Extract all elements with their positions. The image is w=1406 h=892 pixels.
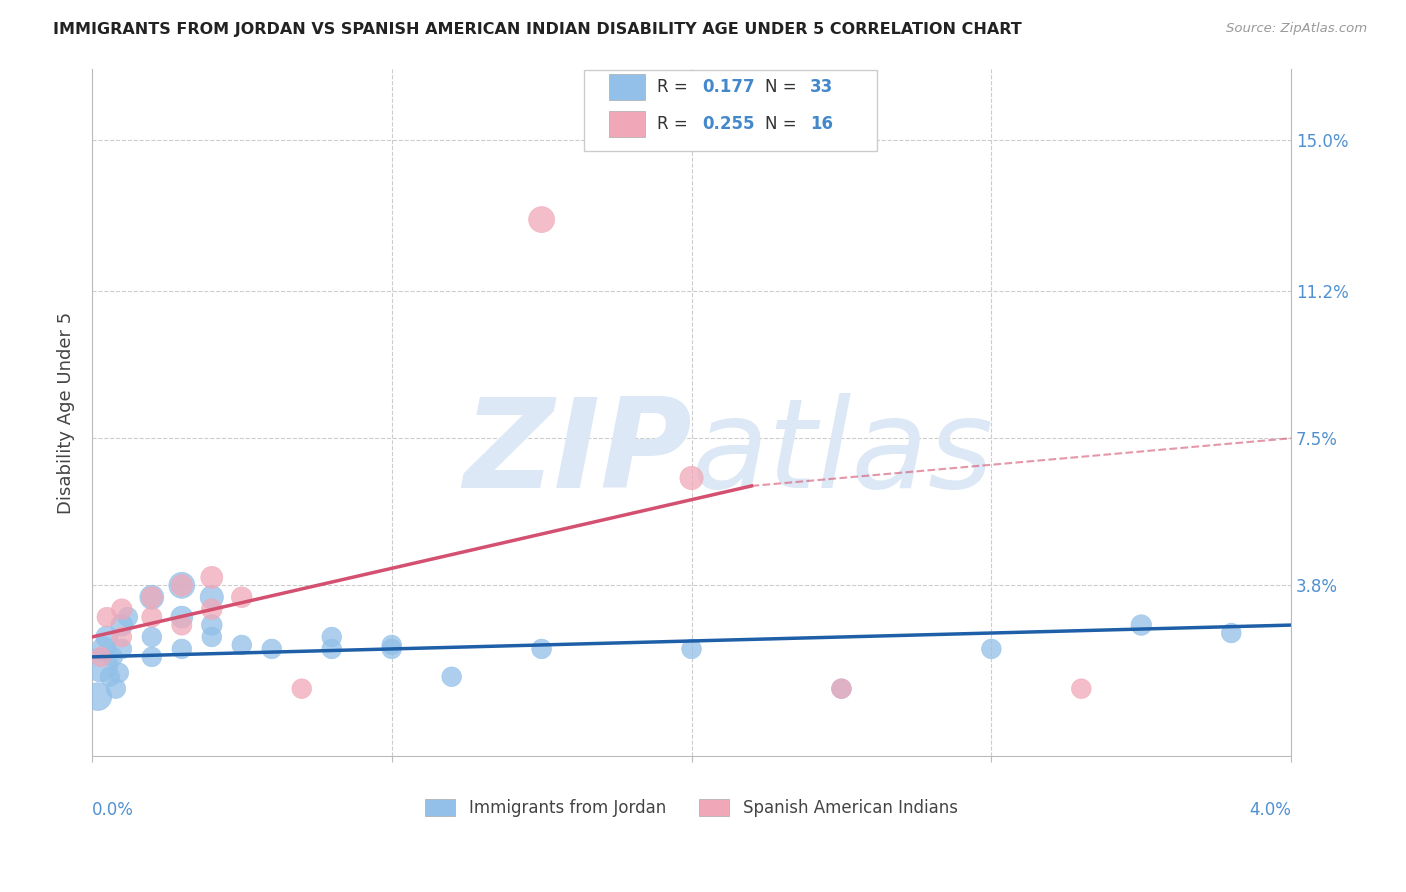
Text: R =: R =: [657, 78, 693, 96]
Point: [440, 670, 463, 684]
Point: [321, 641, 343, 656]
Point: [830, 681, 852, 696]
Point: [1070, 681, 1092, 696]
Text: 0.0%: 0.0%: [91, 801, 134, 819]
Text: 33: 33: [810, 78, 834, 96]
FancyBboxPatch shape: [609, 74, 645, 100]
Point: [93, 641, 115, 656]
Point: [381, 638, 404, 652]
FancyBboxPatch shape: [583, 70, 877, 151]
Point: [291, 681, 314, 696]
Point: [96, 630, 118, 644]
Point: [231, 591, 253, 605]
Text: Source: ZipAtlas.com: Source: ZipAtlas.com: [1226, 22, 1367, 36]
Point: [111, 630, 134, 644]
Point: [231, 638, 253, 652]
Point: [96, 610, 118, 624]
Point: [108, 665, 131, 680]
Point: [1220, 626, 1243, 640]
Point: [141, 591, 163, 605]
Point: [117, 610, 139, 624]
Text: atlas: atlas: [692, 393, 994, 514]
Point: [141, 610, 163, 624]
Point: [260, 641, 283, 656]
Text: IMMIGRANTS FROM JORDAN VS SPANISH AMERICAN INDIAN DISABILITY AGE UNDER 5 CORRELA: IMMIGRANTS FROM JORDAN VS SPANISH AMERIC…: [53, 22, 1022, 37]
Point: [111, 641, 134, 656]
Point: [111, 618, 134, 632]
Point: [87, 690, 110, 704]
Text: 4.0%: 4.0%: [1250, 801, 1291, 819]
Point: [681, 471, 703, 485]
Y-axis label: Disability Age Under 5: Disability Age Under 5: [58, 311, 75, 514]
Point: [201, 570, 224, 584]
Point: [980, 641, 1002, 656]
Point: [141, 649, 163, 664]
Text: N =: N =: [765, 78, 801, 96]
Text: 0.255: 0.255: [703, 115, 755, 134]
Point: [201, 591, 224, 605]
Point: [90, 657, 112, 672]
Text: ZIP: ZIP: [463, 393, 692, 514]
Point: [830, 681, 852, 696]
Point: [381, 641, 404, 656]
Text: N =: N =: [765, 115, 801, 134]
Point: [1130, 618, 1153, 632]
Point: [104, 681, 127, 696]
Point: [141, 630, 163, 644]
Point: [321, 630, 343, 644]
Legend: Immigrants from Jordan, Spanish American Indians: Immigrants from Jordan, Spanish American…: [419, 792, 965, 823]
Point: [530, 641, 553, 656]
Point: [98, 670, 121, 684]
Point: [201, 618, 224, 632]
Point: [170, 610, 193, 624]
Point: [170, 578, 193, 592]
Point: [111, 602, 134, 616]
Point: [201, 602, 224, 616]
Point: [90, 649, 112, 664]
Point: [681, 641, 703, 656]
Point: [201, 630, 224, 644]
Point: [170, 618, 193, 632]
Point: [101, 649, 124, 664]
Point: [530, 212, 553, 227]
Text: R =: R =: [657, 115, 693, 134]
Point: [170, 578, 193, 592]
Text: 0.177: 0.177: [703, 78, 755, 96]
Text: 16: 16: [810, 115, 834, 134]
FancyBboxPatch shape: [609, 112, 645, 137]
Point: [170, 641, 193, 656]
Point: [141, 591, 163, 605]
